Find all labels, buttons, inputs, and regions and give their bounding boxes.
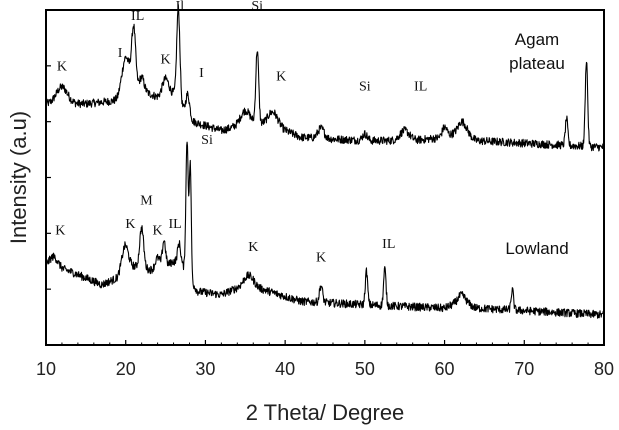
peak-label: I xyxy=(199,66,204,81)
peak-label: K xyxy=(316,250,326,265)
x-tick-label: 30 xyxy=(195,359,215,379)
x-axis-title: 2 Theta/ Degree xyxy=(246,400,405,425)
peak-label: Si xyxy=(201,133,213,148)
x-tick-label: 70 xyxy=(514,359,534,379)
peak-label: K xyxy=(55,223,65,238)
peak-label: K xyxy=(248,240,258,255)
peak-label: IL xyxy=(169,217,182,232)
x-tick-label: 20 xyxy=(116,359,136,379)
x-tick-label: 40 xyxy=(275,359,295,379)
x-tick-label: 10 xyxy=(36,359,56,379)
x-tick-label: 60 xyxy=(435,359,455,379)
y-axis-title: Intensity (a.u) xyxy=(6,111,31,244)
peak-label: Si xyxy=(359,79,371,94)
peak-label: Il xyxy=(176,0,185,14)
peak-label: IL xyxy=(131,9,144,24)
x-tick-label: 80 xyxy=(594,359,614,379)
peak-label: K xyxy=(276,69,286,84)
series-labels: Agam plateau Lowland xyxy=(505,30,568,258)
peak-label: Si xyxy=(251,0,263,14)
peak-label: K xyxy=(161,53,171,68)
x-axis-ticks: 10 20 30 40 50 60 70 80 xyxy=(36,340,614,379)
series-line-0 xyxy=(45,4,605,152)
peak-label: K xyxy=(125,217,135,232)
peak-label: M xyxy=(140,193,153,208)
peak-label: IL xyxy=(382,237,395,252)
series-group xyxy=(45,4,605,319)
series-label: plateau xyxy=(509,54,565,73)
plot-frame xyxy=(45,9,605,346)
series-label: Agam xyxy=(515,30,559,49)
peak-label: IL xyxy=(414,79,427,94)
peak-label: K xyxy=(57,59,67,74)
series-label: Lowland xyxy=(505,239,568,258)
x-tick-label: 50 xyxy=(355,359,375,379)
peak-label: K xyxy=(153,223,163,238)
peak-label: I xyxy=(118,46,123,61)
series-line-1 xyxy=(45,141,605,319)
